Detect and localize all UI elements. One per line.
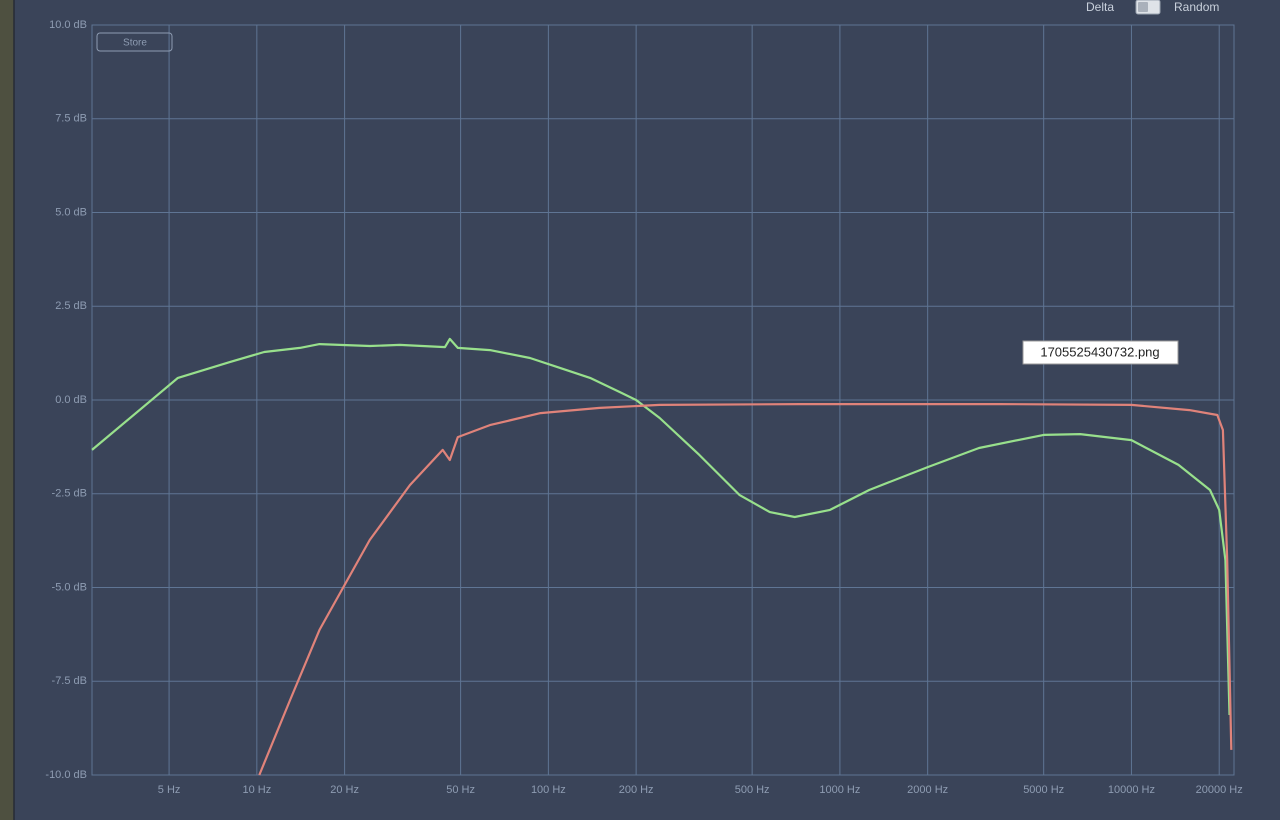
- x-tick-label: 50 Hz: [446, 784, 475, 796]
- y-tick-label: 0.0 dB: [55, 394, 87, 406]
- grid: 10.0 dB 7.5 dB 5.0 dB 2.5 dB 0.0 dB -2.5 dB -5…: [45, 19, 1242, 796]
- tooltip-box: [1022, 340, 1179, 365]
- toggle-right-label: Random: [1174, 0, 1219, 14]
- response-line: [258, 403, 1233, 776]
- x-tick-label: 20000 Hz: [1196, 784, 1243, 796]
- x-tick-label: 2000 Hz: [907, 784, 948, 796]
- x-tick-label: 10000 Hz: [1108, 784, 1155, 796]
- x-tick-label: 10 Hz: [242, 784, 271, 796]
- y-tick-label: -2.5 dB: [52, 488, 87, 500]
- x-tick-label: 5000 Hz: [1023, 784, 1064, 796]
- store-button[interactable]: [96, 32, 173, 52]
- x-tick-label: 100 Hz: [531, 784, 566, 796]
- toggle-knob: [1138, 2, 1148, 12]
- x-tick-label: 5 Hz: [158, 784, 181, 796]
- tooltip: 1705525430732.png: [1040, 344, 1159, 359]
- x-tick-label: 1000 Hz: [819, 784, 860, 796]
- toggle-left-label: Delta: [1086, 0, 1114, 14]
- y-tick-label: 5.0 dB: [55, 206, 87, 218]
- y-tick-label: -5.0 dB: [52, 581, 87, 593]
- x-tick-label: 20 Hz: [330, 784, 359, 796]
- y-tick-label: -7.5 dB: [52, 675, 87, 687]
- y-tick-label: 10.0 dB: [49, 19, 87, 31]
- x-tick-label: 500 Hz: [735, 784, 770, 796]
- y-tick-label: 7.5 dB: [55, 113, 87, 125]
- x-tick-label: 200 Hz: [619, 784, 654, 796]
- response-line: [91, 337, 1231, 716]
- y-tick-label: 2.5 dB: [55, 300, 87, 312]
- side-strip: [0, 0, 14, 820]
- store-label: Store: [123, 38, 147, 49]
- y-tick-label: -10.0 dB: [45, 769, 87, 781]
- plot: [91, 337, 1233, 776]
